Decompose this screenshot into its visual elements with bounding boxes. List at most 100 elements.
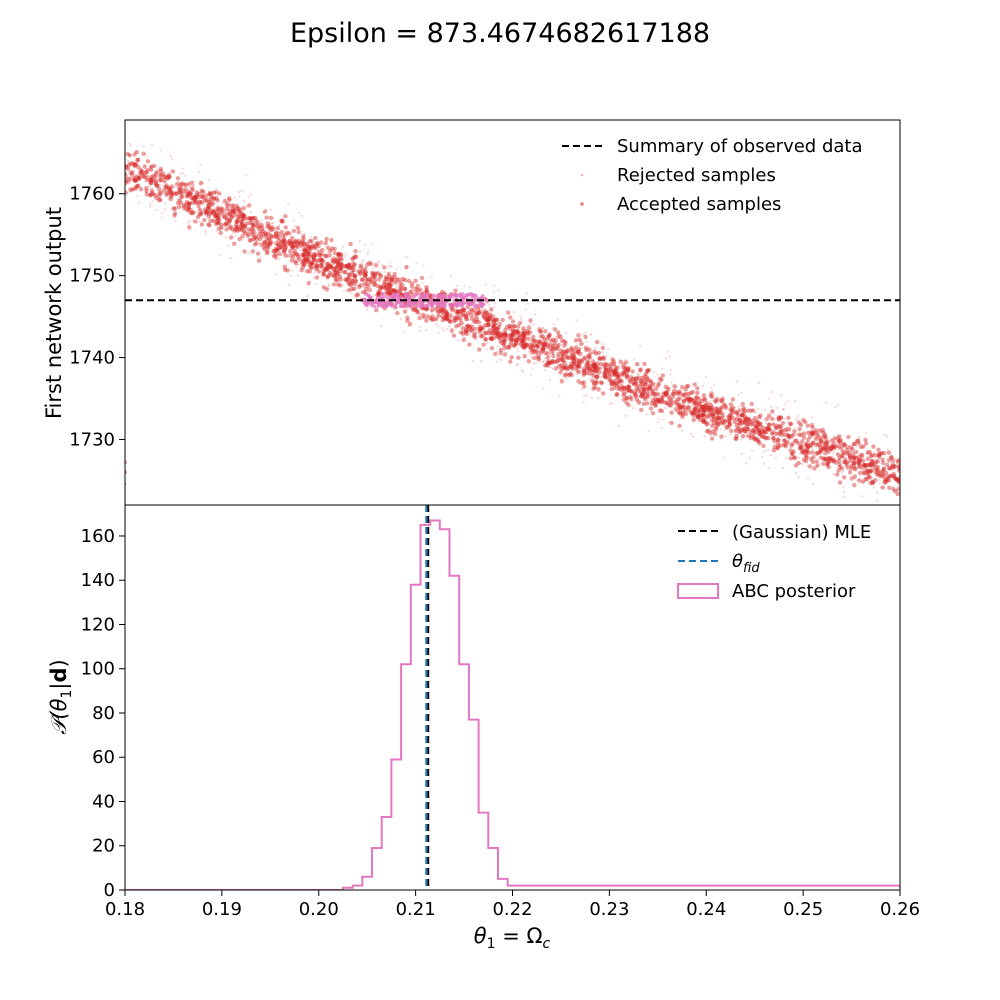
rejected-sample-point — [336, 262, 341, 268]
rejected-sample-point — [425, 314, 430, 319]
rejected-sample-point — [620, 370, 626, 375]
rejected-sample-point — [500, 338, 503, 341]
bottom-x-tick-label: 0.25 — [783, 899, 823, 920]
rejected-sample-point — [198, 207, 201, 210]
rejected-sample-point — [757, 431, 762, 436]
rejected-sample-point — [611, 369, 616, 374]
rejected-sample-point — [715, 421, 721, 426]
rejected-sample-point — [708, 393, 713, 398]
rejected-sample-point — [835, 452, 841, 457]
rejected-sample-point — [626, 368, 631, 373]
rejected-sample-point — [339, 262, 345, 268]
rejected-sample-point — [460, 308, 463, 311]
rejected-sample-point — [371, 294, 374, 297]
rejected-sample-point — [245, 231, 251, 236]
rejected-sample-point — [267, 224, 272, 229]
rejected-sample-point — [163, 185, 168, 190]
rejected-sample-point — [219, 225, 224, 230]
rejected-sample-point — [249, 211, 252, 214]
rejected-sample-point — [111, 484, 115, 488]
rejected-sample-point — [388, 265, 391, 268]
rejected-sample-point — [132, 163, 137, 169]
rejected-sample-point — [247, 195, 250, 198]
rejected-sample-point — [224, 236, 227, 239]
rejected-sample-point — [358, 283, 361, 286]
rejected-sample-point — [917, 489, 921, 493]
rejected-sample-point — [522, 344, 528, 349]
rejected-sample-point — [643, 371, 648, 377]
rejected-sample-point — [680, 385, 685, 390]
rejected-sample-point — [650, 411, 656, 416]
rejected-sample-point — [237, 209, 240, 212]
rejected-sample-point — [513, 311, 516, 314]
rejected-sample-point — [532, 323, 535, 326]
rejected-sample-point — [741, 405, 746, 411]
rejected-sample-point — [286, 241, 291, 246]
rejected-sample-point — [851, 455, 856, 460]
rejected-sample-point — [135, 177, 140, 182]
rejected-sample-point — [568, 364, 574, 369]
rejected-sample-point — [351, 261, 356, 266]
rejected-sample-point — [660, 426, 663, 429]
rejected-sample-point — [252, 234, 257, 239]
rejected-sample-point — [521, 331, 526, 337]
rejected-sample-point — [378, 284, 384, 290]
rejected-sample-point — [917, 471, 921, 475]
rejected-sample-point — [528, 345, 533, 350]
rejected-sample-point — [325, 274, 330, 279]
rejected-sample-point — [172, 170, 175, 173]
rejected-sample-point — [565, 348, 570, 354]
rejected-sample-point — [616, 379, 621, 385]
rejected-sample-point — [868, 476, 871, 479]
rejected-sample-point — [394, 277, 399, 282]
rejected-sample-point — [741, 426, 747, 431]
rejected-sample-point — [203, 212, 206, 215]
rejected-sample-point — [703, 419, 708, 425]
rejected-sample-point — [548, 342, 553, 348]
rejected-sample-point — [521, 333, 527, 338]
rejected-sample-point — [483, 316, 488, 321]
rejected-sample-point — [150, 178, 156, 183]
rejected-sample-point — [491, 329, 496, 334]
rejected-sample-point — [729, 428, 734, 434]
rejected-sample-point — [733, 436, 738, 441]
rejected-sample-point — [511, 337, 514, 340]
rejected-sample-point — [542, 341, 548, 347]
rejected-sample-point — [107, 458, 111, 462]
rejected-sample-point — [153, 174, 158, 179]
rejected-sample-point — [826, 464, 831, 470]
rejected-sample-point — [222, 198, 227, 204]
rejected-sample-point — [282, 247, 288, 253]
rejected-sample-point — [685, 383, 691, 389]
rejected-sample-point — [622, 385, 627, 390]
rejected-sample-point — [274, 230, 279, 236]
accepted-sample-point — [372, 304, 377, 309]
rejected-sample-point — [198, 220, 201, 223]
rejected-sample-point — [467, 332, 470, 335]
rejected-sample-point — [242, 225, 247, 230]
rejected-sample-point — [336, 251, 342, 257]
rejected-sample-point — [867, 475, 873, 480]
rejected-sample-point — [479, 333, 485, 339]
rejected-sample-point — [710, 412, 715, 417]
rejected-sample-point — [725, 425, 730, 430]
rejected-sample-point — [509, 333, 514, 338]
rejected-sample-point — [434, 316, 439, 321]
rejected-sample-point — [321, 269, 326, 274]
rejected-sample-point — [673, 399, 676, 402]
rejected-sample-point — [837, 438, 842, 443]
rejected-sample-point — [439, 309, 445, 314]
rejected-sample-point — [729, 433, 732, 436]
rejected-sample-point — [752, 430, 757, 435]
rejected-sample-point — [156, 176, 159, 179]
rejected-sample-point — [706, 407, 711, 413]
rejected-sample-point — [261, 219, 264, 222]
rejected-sample-point — [862, 463, 867, 468]
rejected-sample-point — [186, 204, 191, 209]
rejected-sample-point — [786, 430, 789, 433]
rejected-sample-point — [213, 190, 219, 195]
rejected-sample-point — [306, 257, 311, 262]
rejected-sample-point — [550, 337, 556, 342]
rejected-sample-point — [887, 466, 892, 471]
rejected-sample-point — [811, 447, 814, 450]
